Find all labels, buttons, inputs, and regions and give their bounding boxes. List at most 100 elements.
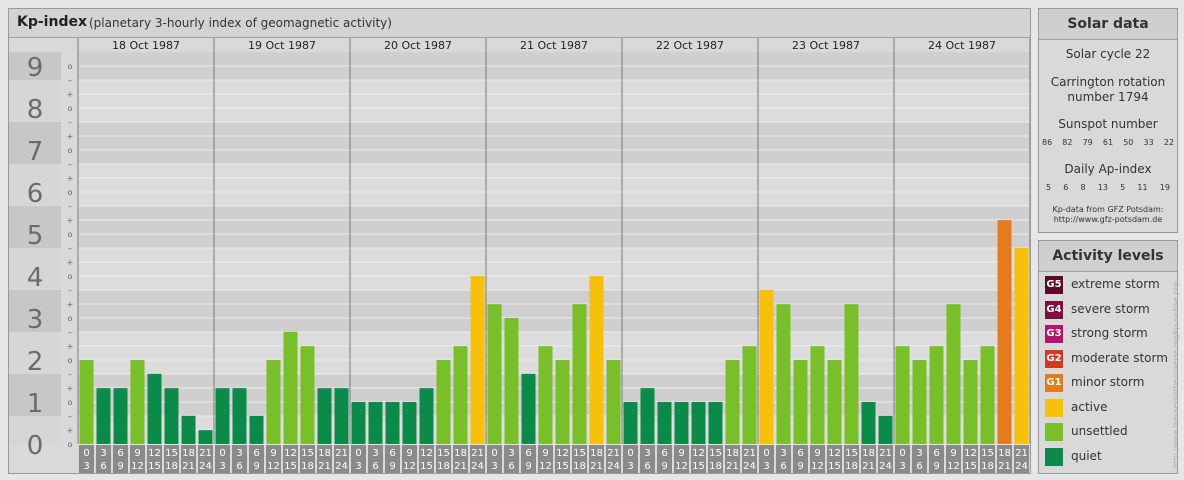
activity-level-label: quiet xyxy=(1071,448,1102,463)
carrington-rotation-number: number 1794 xyxy=(1067,90,1149,104)
activity-level-swatch: G3 xyxy=(1045,325,1063,343)
kp-bar xyxy=(725,360,740,444)
kp-bar xyxy=(708,402,723,444)
hour-label-start: 3 xyxy=(100,448,106,459)
hour-label-start: 6 xyxy=(389,448,395,459)
credit-text: http://www.theusersintheuniverse.org/kp-… xyxy=(1172,281,1180,468)
hour-label-box xyxy=(538,445,553,473)
activity-level-swatch xyxy=(1045,447,1063,466)
hour-label-box xyxy=(589,445,604,473)
sunspot-value: 79 xyxy=(1082,138,1093,147)
solar-data-panel: Solar data Solar cycle 22 Carrington rot… xyxy=(1038,8,1178,233)
kp-bar xyxy=(436,360,451,444)
day-label: 19 Oct 1987 xyxy=(248,39,316,52)
sub-tick-label: – xyxy=(68,118,72,127)
hour-label-box xyxy=(334,445,349,473)
hour-label-box xyxy=(946,445,961,473)
hour-label-box xyxy=(436,445,451,473)
y-axis-band xyxy=(9,79,61,122)
kp-bar xyxy=(691,402,706,444)
hour-label-start: 3 xyxy=(508,448,514,459)
hour-label-start: 15 xyxy=(709,448,722,459)
activity-level-item: G5 extreme storm xyxy=(1045,276,1175,294)
activity-levels-title: Activity levels xyxy=(1039,241,1177,272)
kp-bar xyxy=(929,346,944,444)
hour-label-start: 21 xyxy=(1015,448,1028,459)
y-axis-band xyxy=(9,205,61,248)
kp-bar xyxy=(521,373,536,444)
hour-label-end: 18 xyxy=(573,461,586,472)
hour-label-box xyxy=(861,445,876,473)
hour-label-start: 0 xyxy=(83,448,89,459)
y-tick-label: 1 xyxy=(27,389,44,419)
hour-label-start: 0 xyxy=(355,448,361,459)
hour-label-start: 15 xyxy=(573,448,586,459)
hour-label-start: 3 xyxy=(916,448,922,459)
hour-label-start: 21 xyxy=(879,448,892,459)
kp-bar xyxy=(504,318,519,444)
hour-label-start: 18 xyxy=(862,448,875,459)
hour-label-start: 9 xyxy=(406,448,412,459)
hour-label-end: 3 xyxy=(627,461,633,472)
sub-tick-label: o xyxy=(68,62,73,71)
hour-label-start: 15 xyxy=(165,448,178,459)
hour-label-start: 12 xyxy=(420,448,433,459)
kp-bar xyxy=(980,346,995,444)
hour-label-start: 0 xyxy=(763,448,769,459)
activity-level-swatch: G4 xyxy=(1045,300,1063,319)
kp-bar xyxy=(96,388,111,444)
activity-level-item: active xyxy=(1045,398,1175,417)
kp-band xyxy=(78,79,1030,122)
activity-level-label: moderate storm xyxy=(1071,350,1168,365)
hour-label-end: 24 xyxy=(879,461,892,472)
hour-label-end: 24 xyxy=(743,461,756,472)
hour-label-start: 6 xyxy=(525,448,531,459)
hour-label-box xyxy=(453,445,468,473)
hour-label-end: 12 xyxy=(403,461,416,472)
hour-label-start: 0 xyxy=(627,448,633,459)
kp-band xyxy=(78,121,1030,164)
kp-bar xyxy=(640,388,655,444)
hour-label-end: 18 xyxy=(165,461,178,472)
kp-bar xyxy=(997,220,1012,444)
hour-label-end: 9 xyxy=(253,461,259,472)
y-tick-label: 7 xyxy=(27,137,44,167)
hour-label-end: 9 xyxy=(661,461,667,472)
hour-label-start: 6 xyxy=(933,448,939,459)
kp-bar xyxy=(266,360,281,444)
y-tick-label: 6 xyxy=(27,179,44,209)
ap-value: 19 xyxy=(1159,183,1170,192)
activity-level-item: G1 minor storm xyxy=(1045,374,1175,392)
hour-label-start: 18 xyxy=(182,448,195,459)
kp-band xyxy=(78,331,1030,374)
hour-label-start: 3 xyxy=(372,448,378,459)
kp-bar xyxy=(249,415,264,444)
data-source-label: Kp-data from GFZ Potsdam: xyxy=(1052,205,1164,214)
day-label: 18 Oct 1987 xyxy=(112,39,180,52)
hour-label-box xyxy=(164,445,179,473)
kp-bar xyxy=(385,402,400,444)
kp-bar xyxy=(419,388,434,444)
sub-tick-label: o xyxy=(68,440,73,449)
kp-bar xyxy=(215,388,230,444)
hour-label-end: 6 xyxy=(916,461,922,472)
y-tick-label: 0 xyxy=(27,431,44,461)
sub-tick-label: – xyxy=(68,370,72,379)
hour-label-start: 9 xyxy=(134,448,140,459)
hour-label-start: 18 xyxy=(590,448,603,459)
hour-label-box xyxy=(657,445,672,473)
hour-label-end: 21 xyxy=(182,461,195,472)
kp-bar xyxy=(1014,247,1029,444)
activity-level-swatch xyxy=(1045,398,1063,417)
kp-bar xyxy=(368,402,383,444)
hour-label-box xyxy=(521,445,536,473)
hour-label-box xyxy=(844,445,859,473)
sunspot-value: 61 xyxy=(1102,138,1114,147)
hour-label-end: 3 xyxy=(83,461,89,472)
data-source-link[interactable]: http://www.gfz-potsdam.de xyxy=(1053,215,1163,224)
hour-label-start: 6 xyxy=(797,448,803,459)
hour-label-box xyxy=(929,445,944,473)
activity-levels-panel: Activity levels G5 extreme storm G4 severe … xyxy=(1038,240,1178,474)
activity-level-item: unsettled xyxy=(1045,423,1175,441)
hour-label-end: 12 xyxy=(675,461,688,472)
